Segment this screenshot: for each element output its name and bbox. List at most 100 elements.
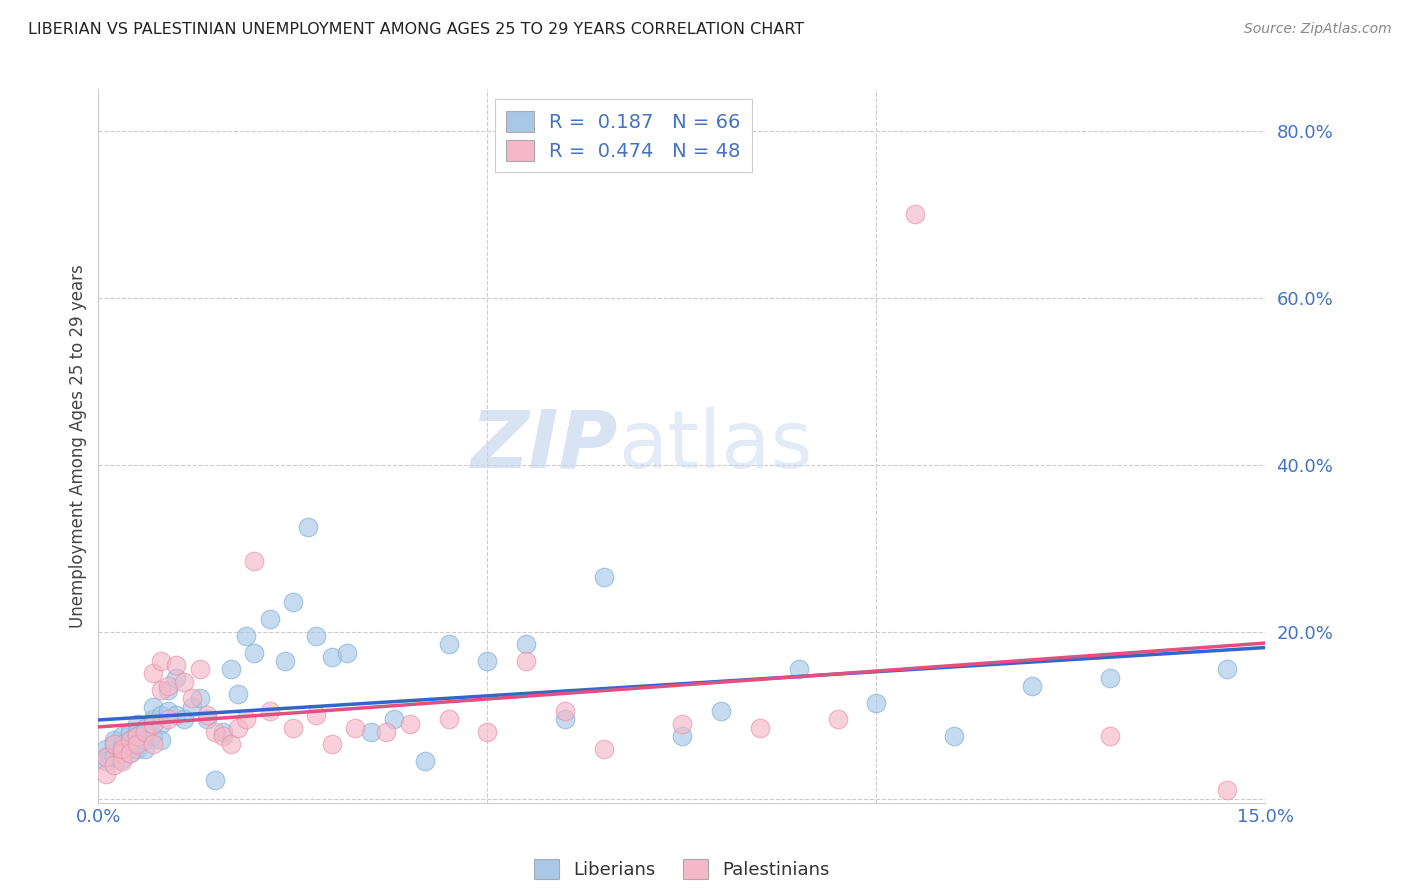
Point [118,733,141,747]
Point [118,746,141,760]
Point [149,708,172,723]
Point [96,741,118,756]
Point [96,750,118,764]
Point [228,687,250,701]
Point [554,704,576,718]
Point [111,738,134,752]
Point [173,674,195,689]
Point [180,691,202,706]
Point [515,637,537,651]
Point [243,646,266,660]
Point [259,704,281,718]
Point [142,738,165,752]
Point [235,629,257,643]
Point [134,741,156,756]
Point [1215,783,1237,797]
Point [321,738,343,752]
Point [103,733,125,747]
Point [228,721,250,735]
Text: atlas: atlas [617,407,813,485]
Point [1021,679,1043,693]
Point [321,649,343,664]
Point [1098,671,1121,685]
Point [827,712,849,726]
Legend: Liberians, Palestinians: Liberians, Palestinians [527,852,837,887]
Point [515,654,537,668]
Point [96,750,118,764]
Point [188,662,211,676]
Point [118,724,141,739]
Point [382,712,405,726]
Point [118,746,141,760]
Point [142,712,165,726]
Point [118,733,141,747]
Point [1098,729,1121,743]
Point [219,662,242,676]
Point [297,520,319,534]
Point [157,712,180,726]
Point [787,662,810,676]
Y-axis label: Unemployment Among Ages 25 to 29 years: Unemployment Among Ages 25 to 29 years [69,264,87,628]
Point [111,751,134,765]
Point [204,773,226,788]
Point [188,691,211,706]
Point [134,721,156,735]
Point [593,570,616,584]
Point [127,738,149,752]
Point [593,741,616,756]
Text: ZIP: ZIP [471,407,617,485]
Point [219,738,242,752]
Point [165,671,187,685]
Point [127,716,149,731]
Point [274,654,297,668]
Point [180,699,202,714]
Point [748,721,770,735]
Point [103,758,125,772]
Point [477,724,499,739]
Point [554,712,576,726]
Point [671,729,693,743]
Point [127,741,149,756]
Point [111,741,134,756]
Point [103,738,125,752]
Point [671,716,693,731]
Point [305,629,328,643]
Point [437,637,460,651]
Point [111,746,134,760]
Point [118,741,141,756]
Point [243,554,266,568]
Point [375,724,398,739]
Point [1215,662,1237,676]
Point [149,654,172,668]
Point [96,766,118,780]
Point [477,654,499,668]
Point [157,683,180,698]
Point [305,708,328,723]
Point [157,679,180,693]
Point [127,729,149,743]
Point [281,721,304,735]
Point [165,658,187,673]
Text: Source: ZipAtlas.com: Source: ZipAtlas.com [1244,22,1392,37]
Point [149,683,172,698]
Point [142,666,165,681]
Point [413,754,436,768]
Point [212,729,235,743]
Point [111,754,134,768]
Point [904,207,927,221]
Point [710,704,733,718]
Point [142,729,165,743]
Point [103,738,125,752]
Point [142,716,165,731]
Point [336,646,359,660]
Point [127,724,149,739]
Point [344,721,367,735]
Point [149,716,172,731]
Point [259,612,281,626]
Point [212,724,235,739]
Point [142,699,165,714]
Point [165,708,187,723]
Point [204,724,226,739]
Point [127,729,149,743]
Point [437,712,460,726]
